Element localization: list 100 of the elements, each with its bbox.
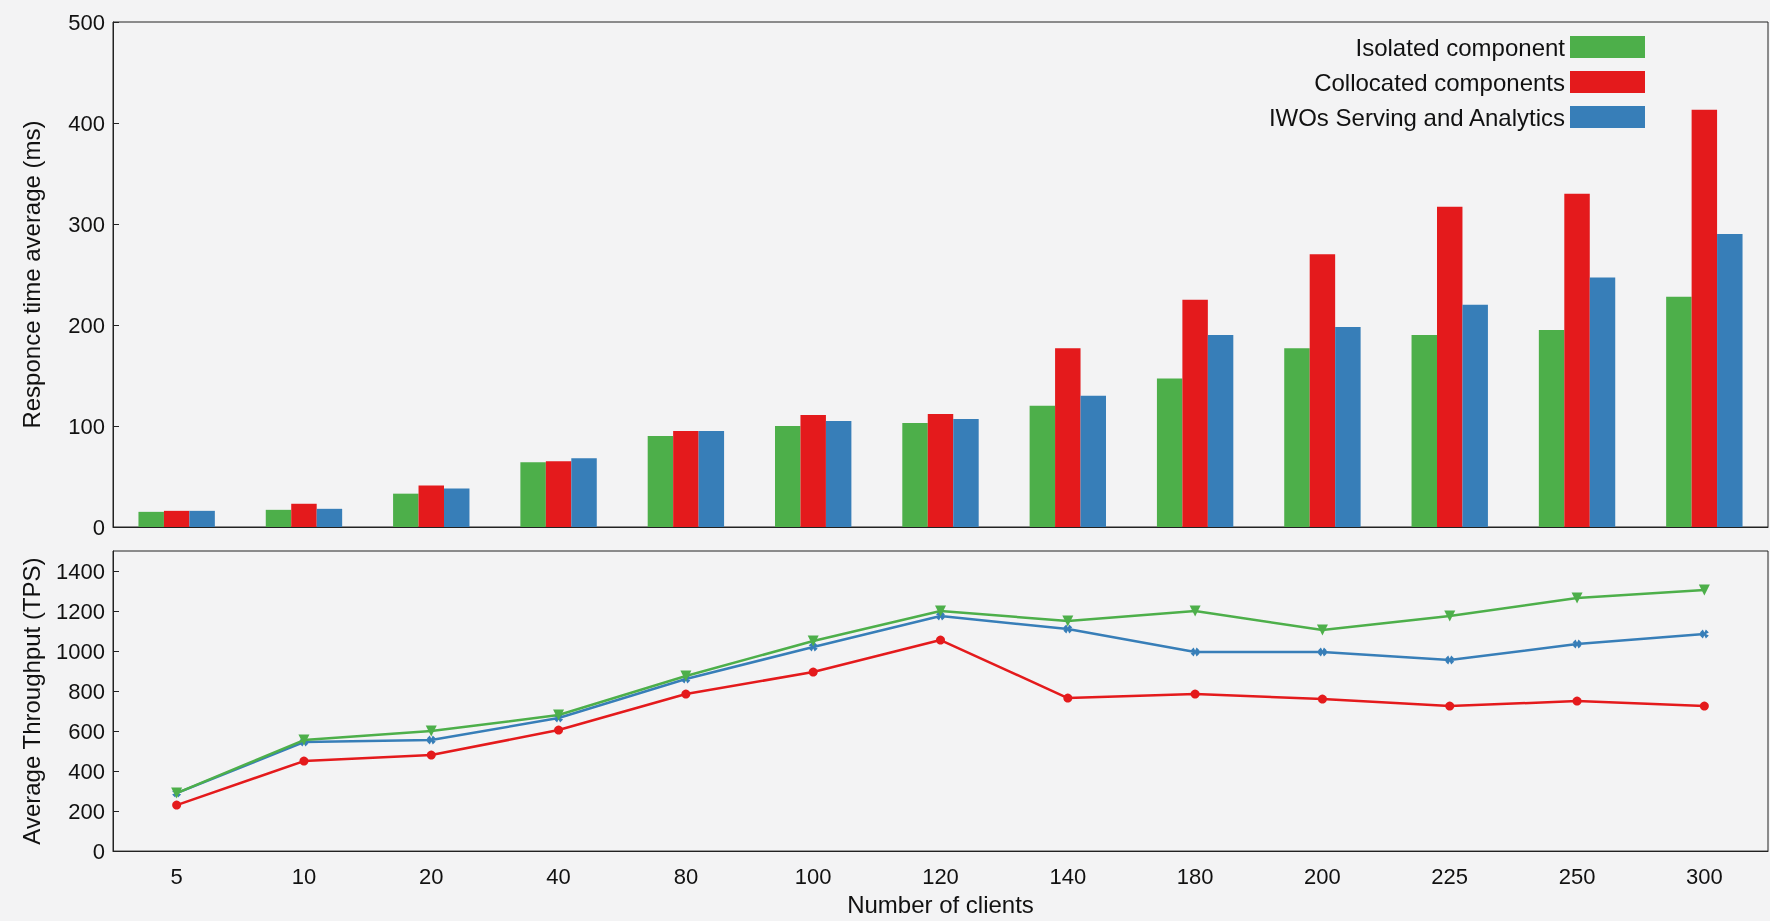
bar	[1029, 405, 1056, 527]
y-tick-label: 1200	[56, 598, 105, 624]
bar	[1437, 206, 1463, 527]
bar	[1717, 234, 1743, 527]
x-tick-label: 250	[1558, 863, 1596, 889]
legend-label: Isolated component	[1355, 33, 1566, 61]
point	[1699, 701, 1709, 711]
point	[1698, 584, 1710, 596]
x-tick-label: 40	[546, 863, 571, 889]
point	[808, 642, 818, 652]
y-tick-label: 0	[92, 838, 105, 864]
point	[1444, 610, 1456, 622]
point	[808, 667, 818, 677]
point	[807, 635, 819, 647]
bar	[902, 422, 928, 527]
y-tick-label: 1000	[56, 638, 105, 664]
point	[426, 735, 436, 745]
bar	[1055, 348, 1081, 527]
point	[1317, 647, 1327, 657]
point	[1445, 701, 1455, 711]
bar	[800, 414, 826, 527]
bar	[698, 431, 725, 527]
bar	[138, 511, 164, 527]
point	[1063, 693, 1073, 703]
bar	[1207, 335, 1234, 527]
y-tick-label: 500	[68, 9, 105, 35]
bar	[316, 508, 343, 527]
bar	[418, 485, 444, 527]
x-tick-label: 100	[794, 863, 832, 889]
bar	[520, 462, 546, 527]
bar	[1691, 109, 1718, 527]
y-tick-label: 1400	[56, 558, 105, 584]
point	[299, 756, 309, 766]
bar	[1284, 348, 1310, 527]
bar	[647, 436, 674, 527]
x-tick-label: 225	[1431, 863, 1469, 889]
bar	[1156, 378, 1183, 527]
bar	[393, 493, 419, 527]
point	[1572, 696, 1582, 706]
x-tick-label: 140	[1049, 863, 1087, 889]
bar	[545, 461, 572, 527]
bar	[1462, 304, 1488, 527]
y-axis-title: Responce time average (ms)	[17, 120, 45, 429]
legend-label: IWOs Serving and Analytics	[1268, 103, 1565, 131]
bar	[1589, 277, 1616, 527]
bar	[825, 420, 852, 527]
bar	[265, 509, 292, 527]
y-tick-label: 100	[68, 413, 105, 439]
bar	[571, 458, 597, 527]
point	[554, 725, 564, 735]
point	[1445, 655, 1455, 665]
point	[680, 670, 692, 682]
point	[553, 709, 565, 721]
x-tick-label: 20	[419, 863, 444, 889]
point	[426, 750, 436, 760]
y-axis-title: Average Throughput (TPS)	[17, 557, 45, 845]
point	[936, 635, 945, 645]
point	[1190, 647, 1200, 657]
x-tick-label: 80	[673, 863, 699, 889]
bar	[1564, 193, 1590, 527]
y-tick-label: 200	[68, 798, 105, 824]
y-tick-label: 600	[68, 718, 105, 744]
point	[425, 725, 437, 737]
point	[1189, 605, 1201, 617]
y-tick-label: 800	[68, 678, 105, 704]
bar	[444, 488, 470, 527]
point	[1190, 689, 1200, 699]
bar	[1182, 299, 1208, 527]
point	[1317, 694, 1327, 704]
x-tick-label: 300	[1685, 863, 1723, 889]
y-tick-label: 200	[68, 312, 105, 338]
x-tick-label: 180	[1176, 863, 1214, 889]
bar	[291, 503, 317, 527]
point	[1316, 624, 1328, 636]
bar	[163, 510, 190, 527]
y-tick-label: 400	[68, 110, 105, 136]
x-tick-label: 120	[922, 863, 959, 889]
bar	[1335, 327, 1361, 527]
bar	[1666, 296, 1692, 527]
point	[172, 800, 182, 810]
point	[1063, 624, 1073, 634]
x-tick-label: 5	[170, 863, 183, 889]
point	[1572, 639, 1582, 649]
x-tick-label: 200	[1304, 863, 1341, 889]
point	[1571, 592, 1583, 604]
point	[1699, 629, 1709, 639]
y-tick-label: 300	[68, 211, 105, 237]
bar	[189, 510, 215, 527]
bar	[927, 413, 954, 527]
bar	[1538, 330, 1565, 527]
bar	[1411, 335, 1437, 527]
x-axis-title: Number of clients	[847, 890, 1034, 918]
y-tick-label: 400	[68, 758, 105, 784]
point	[681, 689, 691, 699]
point	[935, 605, 946, 617]
bar	[673, 431, 699, 527]
bar	[953, 418, 979, 527]
legend-label: Collocated components	[1314, 68, 1565, 96]
x-tick-label: 10	[291, 863, 317, 889]
bar	[1309, 254, 1336, 527]
